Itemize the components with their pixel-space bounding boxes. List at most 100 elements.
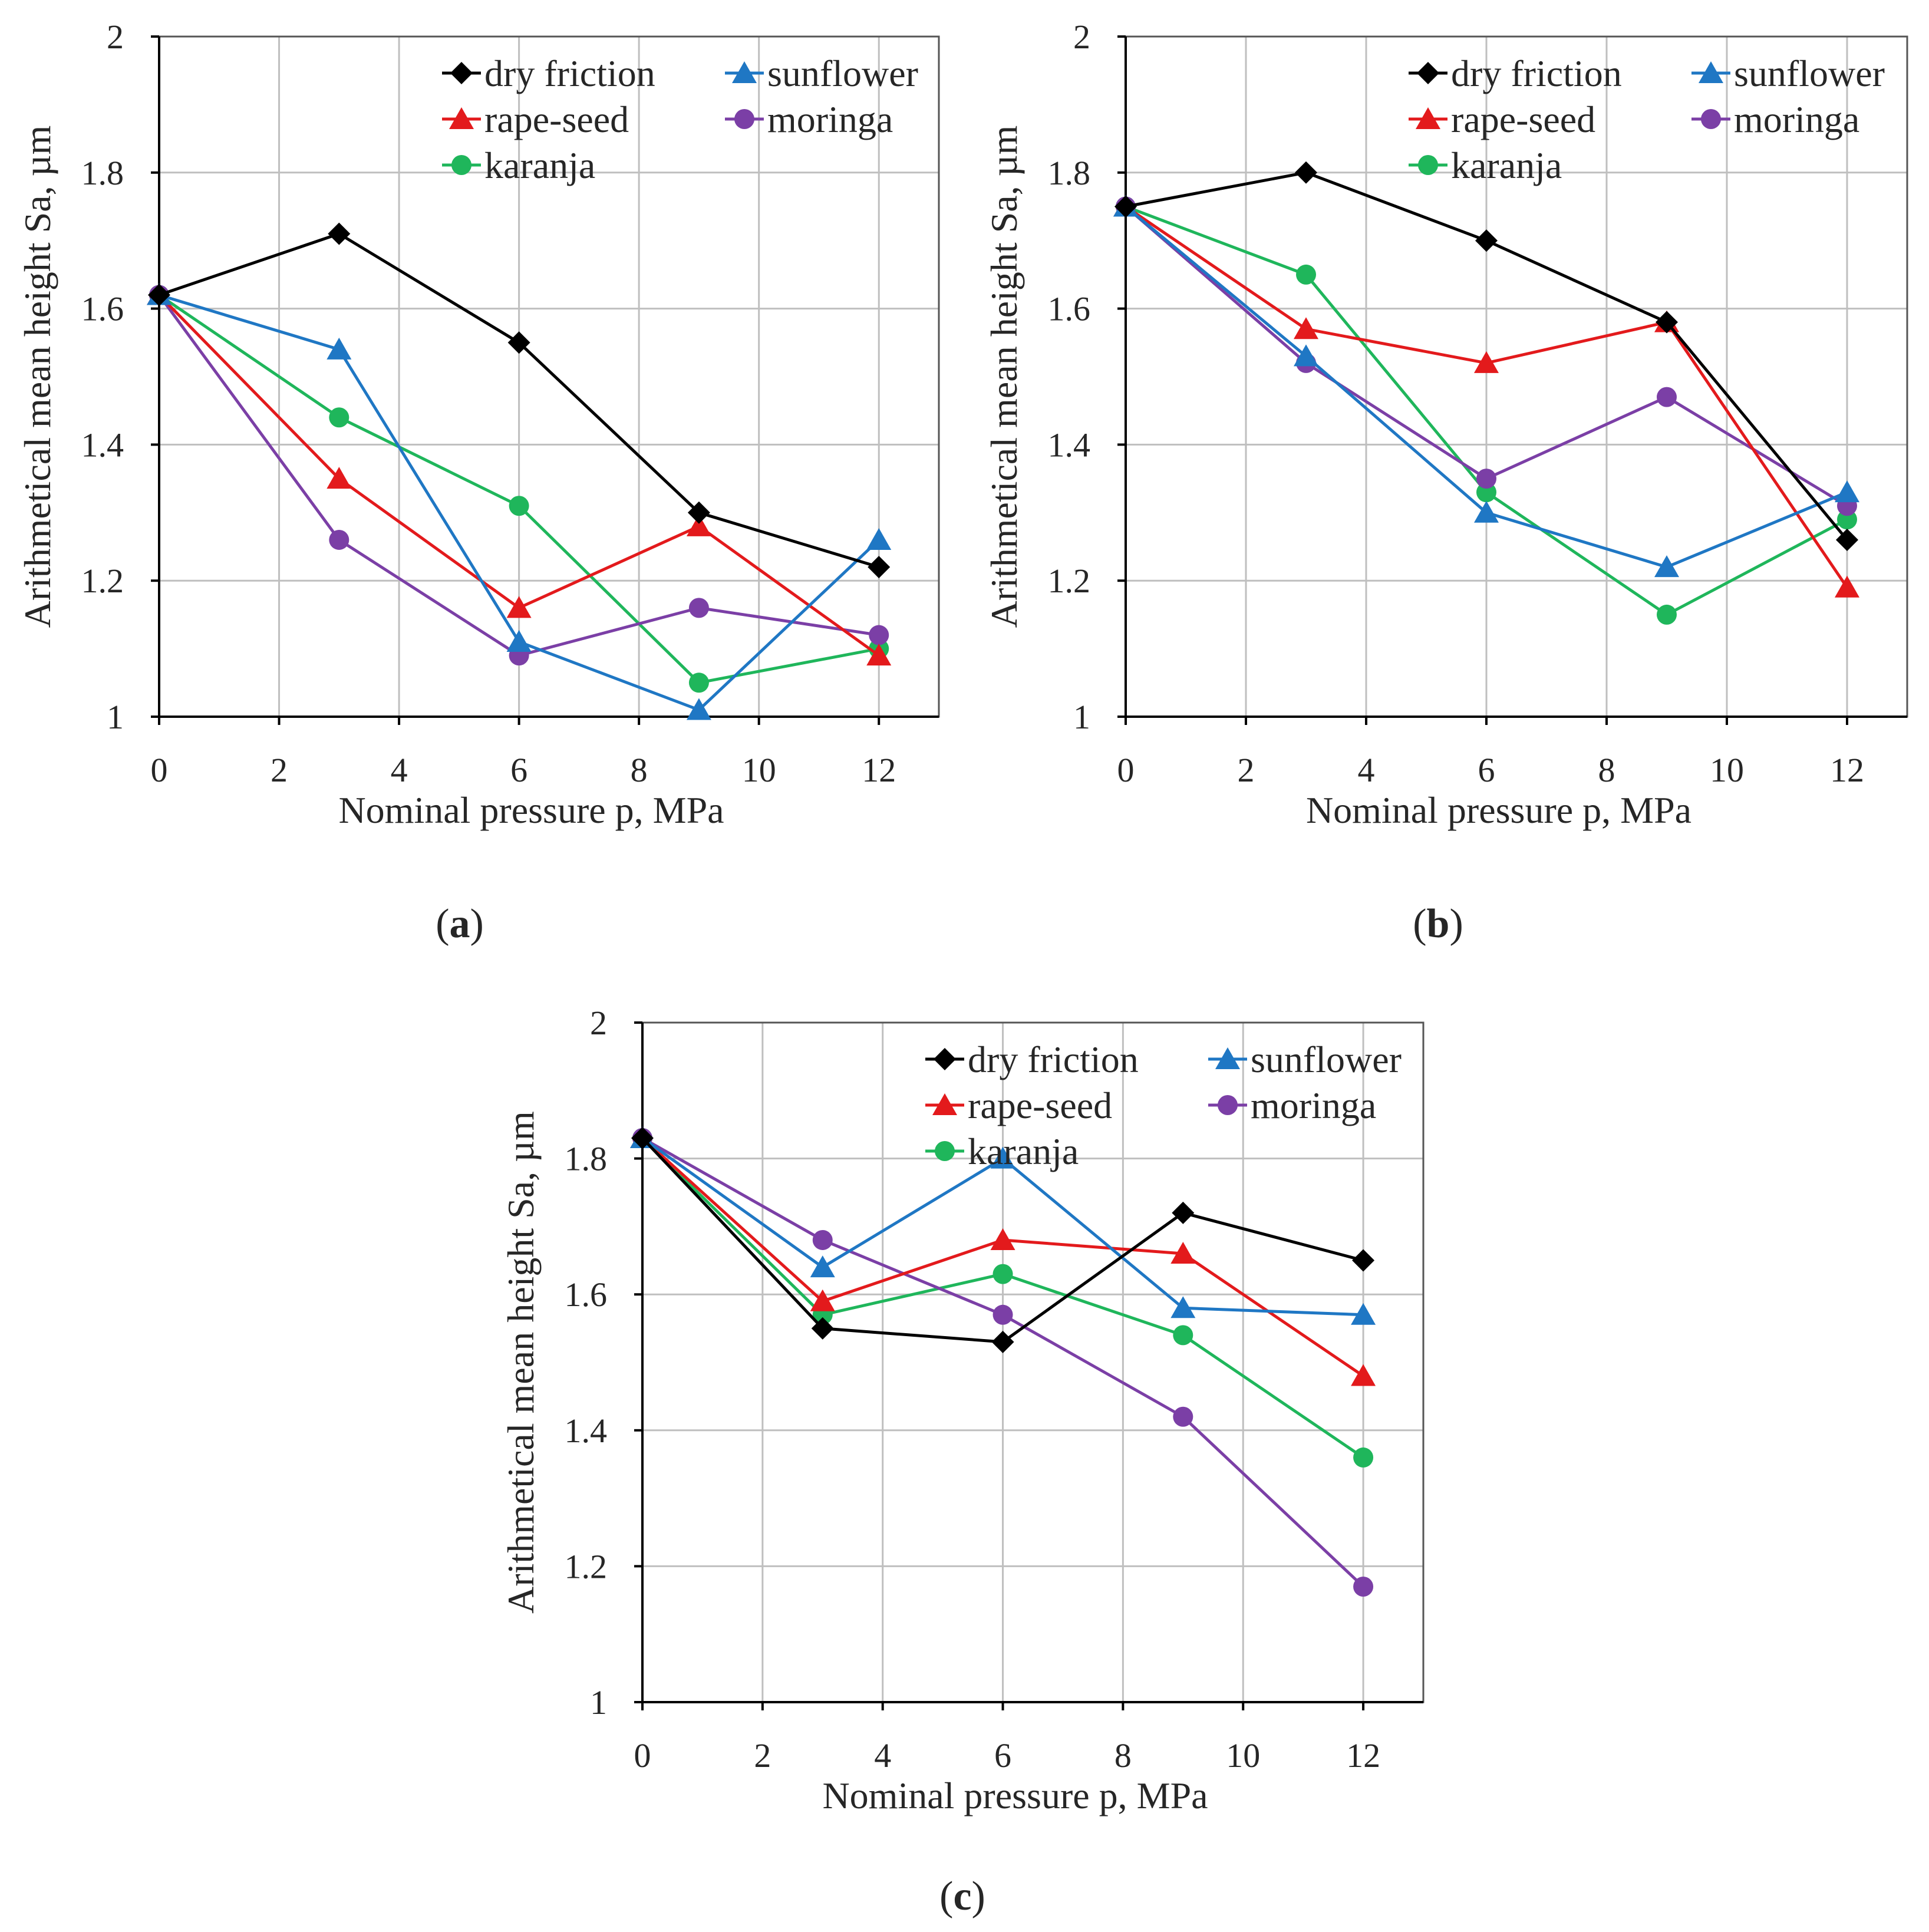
legend-marker [1215,1047,1240,1069]
x-tick-label: 6 [510,751,527,789]
legend-label: sunflower [1734,52,1885,94]
series-dry-friction [1114,161,1858,551]
x-tick-label: 0 [634,1736,651,1775]
series-dry-friction [631,1127,1375,1353]
data-point [631,1127,654,1150]
y-axis-label: Arithmetical mean height Sa, µm [500,1111,542,1614]
y-tick-label: 1.8 [565,1140,608,1178]
legend: dry friction sunflower rape-seed moringa kar… [442,52,918,186]
data-point [329,407,349,428]
data-point [1836,528,1858,551]
legend-label: dry friction [484,52,655,94]
data-point [686,514,711,536]
legend-label: dry friction [968,1038,1139,1080]
plot-area [642,1023,1423,1702]
y-tick-label: 1.6 [1048,290,1091,328]
data-point [1172,1201,1195,1224]
data-point [1656,311,1678,334]
legend-item: karanja [442,144,595,186]
data-point [506,630,532,652]
legend-label: karanja [968,1130,1079,1172]
x-axis-label: Nominal pressure p, MPa [1306,789,1691,831]
legend-label: moringa [767,98,893,140]
x-tick-label: 10 [742,751,776,789]
x-tick-label: 8 [1114,1736,1132,1775]
data-point [327,337,352,360]
data-point [1294,344,1318,367]
data-point [688,672,709,693]
legend-marker [1701,109,1721,129]
chart-panel-b: 0 2 4 6 8 10 12 1 1.2 1.4 1.6 1.8 2 Nominal pressure … [983,18,1908,947]
legend-item: rape-seed [925,1084,1112,1126]
panel-letter: c [953,1874,971,1919]
data-point [1352,1249,1375,1272]
data-point [148,283,170,306]
x-tick-label: 2 [754,1736,771,1775]
legend-item: moringa [725,98,893,140]
legend-marker [935,1141,955,1161]
data-point [1295,161,1317,184]
legend-item: sunflower [1691,52,1885,94]
y-tick-label: 2 [1073,18,1090,56]
y-tick-label: 1.4 [1048,426,1091,464]
legend-item: karanja [1409,144,1562,186]
data-point [811,1317,834,1340]
data-point [687,501,710,524]
data-point [509,496,529,516]
legend-item: rape-seed [442,98,629,140]
data-point [1475,229,1498,252]
data-point [1353,1576,1374,1597]
panel-letter: b [1427,901,1450,947]
data-point [506,596,532,618]
legend-item: dry friction [1409,52,1622,94]
data-point [1296,264,1316,285]
panel-label: (b) [1413,901,1463,947]
legend-marker [1418,155,1438,175]
data-point [810,1255,835,1278]
y-tick-label: 2 [107,18,124,56]
x-tick-label: 4 [874,1736,891,1775]
legend-marker [1218,1095,1238,1115]
x-axis-label: Nominal pressure p, MPa [338,789,724,831]
data-point [1173,1325,1193,1346]
data-point [1114,195,1137,218]
legend-marker [451,155,471,175]
y-tick-label: 1 [590,1683,607,1722]
y-tick-label: 2 [590,1004,607,1042]
data-point [868,556,891,579]
y-tick-label: 1 [1073,698,1090,736]
plot-area [1126,37,1907,717]
legend-marker [932,1093,957,1115]
x-tick-label: 12 [1830,751,1864,789]
legend-marker [734,109,754,129]
legend-marker [1417,62,1439,84]
series-dry-friction [148,222,891,579]
data-point [329,529,349,550]
data-point [1657,387,1677,407]
data-point [1173,1406,1193,1427]
chart-panel-c: 0 2 4 6 8 10 12 1 1.2 1.4 1.6 1.8 2 Nominal pressure … [500,1004,1425,1919]
legend-item: dry friction [925,1038,1139,1080]
x-tick-label: 12 [1346,1736,1380,1775]
data-point [686,698,711,720]
y-tick-label: 1.2 [1048,562,1091,600]
legend-marker [934,1048,956,1070]
legend: dry friction sunflower rape-seed moringa kar… [925,1038,1402,1172]
legend-marker [449,107,474,129]
data-point [990,1146,1015,1169]
legend-item: karanja [925,1130,1079,1172]
legend-marker [450,62,473,84]
x-tick-label: 4 [391,751,408,789]
legend: dry friction sunflower rape-seed moringa kar… [1409,52,1885,186]
y-axis-label: Arithmetical mean height Sa, µm [983,126,1025,628]
data-point [866,527,892,550]
data-point [1351,1364,1376,1386]
legend-item: rape-seed [1409,98,1595,140]
data-point [992,1304,1013,1325]
x-tick-label: 0 [1117,751,1135,789]
legend-item: sunflower [1208,1038,1402,1080]
data-point [688,598,709,618]
data-point [812,1229,833,1250]
y-tick-label: 1.4 [81,426,124,464]
x-tick-label: 12 [862,751,896,789]
